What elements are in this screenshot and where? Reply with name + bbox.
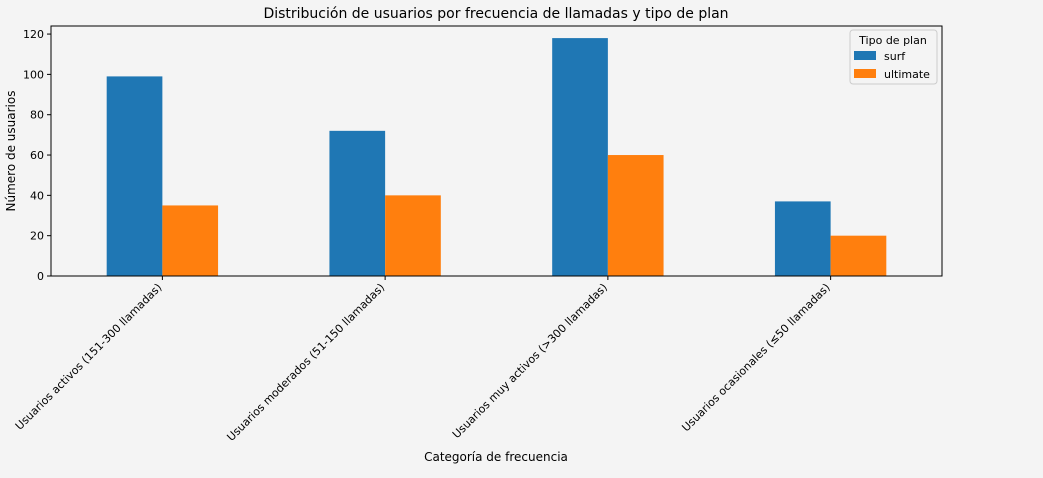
bar-surf-1 — [329, 130, 386, 276]
x-axis: Usuarios activos (151-300 llamadas) Usuar… — [13, 276, 833, 444]
legend: Tipo de plan surf ultimate — [849, 29, 938, 85]
legend-label-ultimate: ultimate — [884, 68, 930, 81]
legend-label-surf: surf — [884, 50, 906, 63]
bar-ultimate-3 — [830, 235, 887, 276]
x-axis-label: Categoría de frecuencia — [424, 450, 568, 464]
bar-surf-2 — [552, 38, 608, 277]
legend-swatch-ultimate — [854, 69, 876, 78]
bar-surf-3 — [774, 201, 831, 276]
y-tick-label: 0 — [37, 270, 44, 283]
plot-frame — [50, 25, 943, 277]
bar-ultimate-0 — [162, 205, 219, 276]
y-axis: 0 20 40 60 80 100 120 — [23, 28, 51, 283]
y-tick-label: 40 — [30, 189, 44, 202]
bar-ultimate-1 — [385, 195, 441, 276]
y-tick-label: 100 — [23, 68, 44, 81]
y-tick-label: 20 — [30, 230, 44, 243]
chart-title: Distribución de usuarios por frecuencia … — [263, 6, 728, 22]
x-tick-label: Usuarios muy activos (>300 llamadas) — [450, 281, 610, 441]
x-tick-label: Usuarios moderados (51-150 llamadas) — [224, 281, 387, 444]
legend-title: Tipo de plan — [858, 34, 927, 47]
y-tick-label: 80 — [30, 109, 44, 122]
y-tick-label: 120 — [23, 28, 44, 41]
legend-swatch-surf — [854, 51, 876, 60]
x-tick-label: Usuarios ocasionales (≤50 llamadas) — [679, 281, 832, 434]
y-tick-label: 60 — [30, 149, 44, 162]
x-tick-label: Usuarios activos (151-300 llamadas) — [13, 281, 165, 433]
bar-ultimate-2 — [607, 155, 664, 276]
bars-group — [106, 38, 887, 277]
bar-surf-0 — [106, 76, 163, 276]
y-axis-label: Número de usuarios — [4, 91, 18, 212]
